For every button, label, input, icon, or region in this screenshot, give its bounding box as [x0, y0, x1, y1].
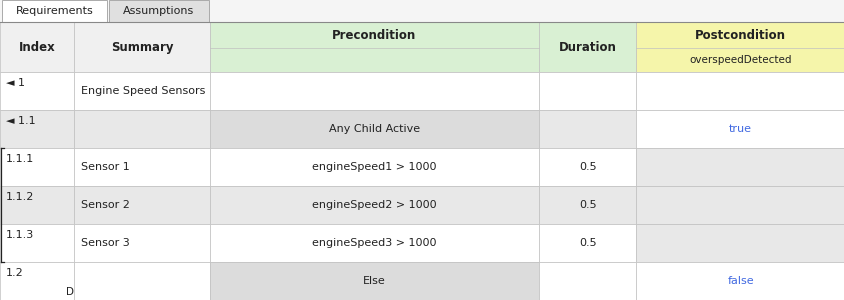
Bar [636, 262, 844, 300]
Bar [636, 186, 844, 224]
Bar [538, 148, 636, 186]
Bar [74, 148, 209, 186]
Text: Precondition: Precondition [332, 28, 416, 41]
Text: Requirements: Requirements [15, 6, 94, 16]
Bar [74, 186, 209, 224]
Text: Summary: Summary [111, 40, 173, 53]
Bar [2, 0, 107, 22]
Bar [209, 22, 538, 72]
Bar [538, 224, 636, 262]
Bar [636, 22, 844, 72]
Bar [209, 186, 538, 224]
Text: Assumptions: Assumptions [123, 6, 194, 16]
Bar [209, 224, 538, 262]
Text: Sensor 3: Sensor 3 [81, 238, 130, 248]
Text: false: false [727, 276, 753, 286]
Bar [209, 110, 538, 148]
Text: 1.2: 1.2 [6, 268, 24, 278]
Text: Postcondition: Postcondition [695, 28, 785, 41]
Text: D: D [67, 287, 74, 297]
Text: Engine Speed Sensors: Engine Speed Sensors [81, 86, 205, 96]
Text: 1.1.2: 1.1.2 [6, 192, 35, 202]
Text: 0.5: 0.5 [578, 238, 596, 248]
Bar [109, 0, 208, 22]
Text: Any Child Active: Any Child Active [328, 124, 419, 134]
Bar [636, 72, 844, 110]
Bar [74, 110, 209, 148]
Bar [209, 148, 538, 186]
Text: 1.1.3: 1.1.3 [6, 230, 35, 240]
Text: engineSpeed3 > 1000: engineSpeed3 > 1000 [311, 238, 436, 248]
Text: ◄ 1: ◄ 1 [6, 78, 25, 88]
Bar [0, 110, 74, 148]
Bar [0, 22, 74, 72]
Text: Index: Index [19, 40, 56, 53]
Text: Else: Else [363, 276, 385, 286]
Bar [209, 262, 538, 300]
Bar [538, 72, 636, 110]
Text: 1.1.1: 1.1.1 [6, 154, 35, 164]
Text: Sensor 2: Sensor 2 [81, 200, 130, 210]
Bar [0, 72, 74, 110]
Text: 0.5: 0.5 [578, 162, 596, 172]
Bar [538, 186, 636, 224]
Text: Sensor 1: Sensor 1 [81, 162, 130, 172]
Bar [74, 262, 209, 300]
Text: engineSpeed1 > 1000: engineSpeed1 > 1000 [311, 162, 436, 172]
Text: overspeedDetected: overspeedDetected [689, 55, 791, 65]
Bar [538, 22, 636, 72]
Bar [0, 148, 74, 186]
Bar [0, 224, 74, 262]
Bar [538, 110, 636, 148]
Bar [0, 186, 74, 224]
Bar [0, 262, 74, 300]
Bar [636, 148, 844, 186]
Bar [538, 262, 636, 300]
Text: ◄ 1.1: ◄ 1.1 [6, 116, 35, 126]
Text: 0.5: 0.5 [578, 200, 596, 210]
Bar [209, 72, 538, 110]
Text: true: true [728, 124, 751, 134]
Bar [636, 110, 844, 148]
Bar [74, 22, 209, 72]
Bar [636, 224, 844, 262]
Bar [74, 72, 209, 110]
Text: engineSpeed2 > 1000: engineSpeed2 > 1000 [311, 200, 436, 210]
Text: Duration: Duration [558, 40, 616, 53]
Bar [74, 224, 209, 262]
